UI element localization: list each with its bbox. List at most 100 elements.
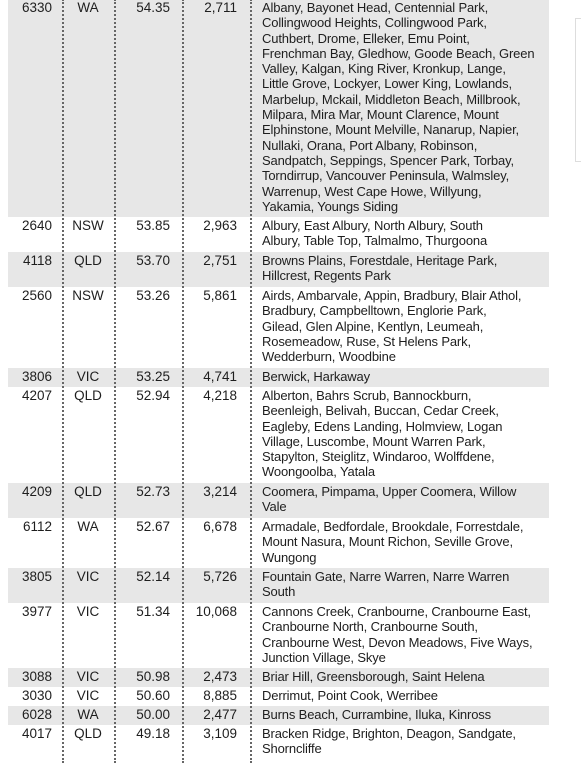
table-row: 4209 QLD 52.73 3,214 Coomera, Pimpama, Upper… [8, 483, 549, 518]
postcode: 4209 [21, 484, 52, 499]
suburb-line: Village, Luscombe, Mount Warren Park, [262, 433, 486, 449]
suburb-line: Little Grove, Lockyer, Lower King, Lowla… [262, 76, 512, 92]
population: 2,473 [203, 669, 237, 684]
population: 2,963 [203, 218, 237, 233]
suburb-line: Armadale, Bedfordale, Brookdale, Forrest… [262, 519, 524, 534]
state: QLD [74, 253, 102, 268]
value: 50.60 [136, 688, 170, 703]
value: 54.35 [136, 0, 170, 15]
suburb-line: Fountain Gate, Narre Warren, Narre Warre… [262, 569, 510, 584]
suburb-line: Collingwood Heights, Collingwood Park, [262, 15, 487, 31]
suburb-line: Derrimut, Point Cook, Werribee [262, 688, 438, 703]
postcode: 2640 [21, 218, 52, 233]
population: 6,678 [203, 519, 237, 534]
suburb-line: Shorncliffe [262, 741, 322, 757]
table-row: 2560 NSW 53.26 5,861 Airds, Ambarvale, Appin… [8, 287, 549, 368]
table-row: 2640 NSW 53.85 2,963 Albury, East Albury, No… [8, 217, 549, 252]
table-row: 4118 QLD 53.70 2,751 Browns Plains, Forestda… [8, 252, 549, 287]
postcode: 3977 [21, 604, 52, 619]
suburbs: Cannons Creek, Cranbourne, Cranbourne Ea… [262, 604, 552, 665]
table-row: 4017 QLD 49.18 3,109 Bracken Ridge, Brighton… [8, 725, 549, 760]
state: NSW [72, 288, 104, 303]
postcode: 4207 [21, 388, 52, 403]
suburb-line: Junction Village, Skye [262, 649, 386, 665]
value: 49.18 [136, 726, 170, 741]
suburb-line: Beenleigh, Belivah, Buccan, Cedar Creek, [262, 403, 499, 419]
suburb-line: South [262, 584, 296, 600]
suburbs: Alberton, Bahrs Scrub, Bannockburn, Beenl… [262, 388, 552, 480]
state: QLD [74, 388, 102, 403]
suburb-line: Bracken Ridge, Brighton, Deagon, Sandgat… [262, 726, 516, 741]
suburb-line: Vale [262, 499, 287, 515]
table-row: 3977 VIC 51.34 10,068 Cannons Creek, Cranbou… [8, 603, 549, 668]
suburb-line: Rosemeadow, Ruse, St Helens Park, [262, 333, 471, 349]
value: 53.85 [136, 218, 170, 233]
suburbs: Fountain Gate, Narre Warren, Narre Warre… [262, 569, 552, 600]
postcode: 6112 [22, 519, 52, 534]
suburb-line: Elphinstone, Mount Melville, Nanarup, Na… [262, 122, 520, 138]
suburbs: Albury, East Albury, North Albury, South… [262, 218, 552, 249]
suburb-line: Warrenup, West Cape Howe, Willyung, [262, 183, 482, 199]
state: WA [77, 707, 99, 722]
suburb-line: Sandpatch, Seppings, Spencer Park, Torba… [262, 152, 514, 168]
suburb-line: Marbelup, Mckail, Middleton Beach, Millb… [262, 91, 521, 107]
postcode: 4118 [22, 253, 52, 268]
value: 52.94 [136, 388, 170, 403]
table: 6330 WA 54.35 2,711 Albany, Bayonet Head, Ce… [8, 0, 549, 763]
side-panel [575, 18, 581, 162]
state: QLD [74, 726, 102, 741]
suburb-line: Milpara, Mira Mar, Mount Clarence, Mount [262, 107, 499, 123]
table-row: 6028 WA 50.00 2,477 Burns Beach, Currambine,… [8, 706, 549, 725]
suburb-line: Mount Nasura, Mount Richon, Seville Grov… [262, 534, 513, 550]
population: 2,711 [204, 0, 237, 15]
value: 51.34 [136, 604, 170, 619]
postcode: 3805 [21, 569, 52, 584]
population: 3,109 [203, 726, 237, 741]
value: 52.73 [136, 484, 170, 499]
table-row: 3806 VIC 53.25 4,741 Berwick, Harkaway [8, 368, 549, 387]
state: VIC [76, 669, 100, 684]
state: VIC [76, 369, 100, 384]
suburbs: Airds, Ambarvale, Appin, Bradbury, Blair… [262, 288, 552, 364]
suburb-line: Valley, Kalgan, King River, Kronkup, Lan… [262, 61, 506, 77]
state: NSW [72, 218, 104, 233]
suburb-line: Torndirrup, Vancouver Peninsula, Walmsle… [262, 168, 510, 184]
suburb-line: Albury, Table Top, Talmalmo, Thurgoona [262, 233, 488, 249]
state: VIC [76, 688, 100, 703]
value: 53.25 [136, 369, 170, 384]
suburb-line: Frenchman Bay, Gledhow, Goode Beach, Gre… [262, 45, 535, 61]
suburbs: Browns Plains, Forestdale, Heritage Park… [262, 253, 552, 284]
column-separator [114, 0, 116, 763]
suburb-line: Gilead, Glen Alpine, Kentlyn, Leumeah, [262, 318, 484, 334]
suburbs: Armadale, Bedfordale, Brookdale, Forrest… [262, 519, 552, 565]
suburb-line: Coomera, Pimpama, Upper Coomera, Willow [262, 484, 517, 499]
suburb-line: Albany, Bayonet Head, Centennial Park, [262, 0, 489, 15]
postcode: 3088 [21, 669, 52, 684]
suburbs: Derrimut, Point Cook, Werribee [262, 688, 552, 703]
suburb-line: Berwick, Harkaway [262, 369, 370, 384]
postcode: 3030 [21, 688, 52, 703]
value: 52.67 [136, 519, 170, 534]
table-row: 6330 WA 54.35 2,711 Albany, Bayonet Head, Ce… [8, 0, 549, 217]
suburbs: Briar Hill, Greensborough, Saint Helena [262, 669, 552, 684]
suburb-line: Stapylton, Steiglitz, Windaroo, Wolffden… [262, 449, 495, 465]
postcode: 3806 [21, 369, 52, 384]
table-row: 6112 WA 52.67 6,678 Armadale, Bedfordale, Br… [8, 518, 549, 568]
population: 3,214 [203, 484, 237, 499]
suburb-line: Yakamia, Youngs Siding [262, 198, 398, 214]
suburb-line: Cuthbert, Drome, Elleker, Emu Point, [262, 30, 470, 46]
state: VIC [76, 604, 100, 619]
suburb-line: Browns Plains, Forestdale, Heritage Park… [262, 253, 498, 268]
suburbs: Bracken Ridge, Brighton, Deagon, Sandgat… [262, 726, 552, 757]
value: 53.70 [136, 253, 170, 268]
population: 8,885 [203, 688, 237, 703]
population: 2,751 [203, 253, 237, 268]
column-separator [62, 0, 64, 763]
column-separator [250, 0, 252, 763]
suburb-line: Briar Hill, Greensborough, Saint Helena [262, 669, 485, 684]
suburbs: Burns Beach, Currambine, Iluka, Kinross [262, 707, 552, 722]
value: 52.14 [136, 569, 170, 584]
suburbs: Albany, Bayonet Head, Centennial Park, Co… [262, 0, 552, 214]
value: 50.00 [136, 707, 170, 722]
